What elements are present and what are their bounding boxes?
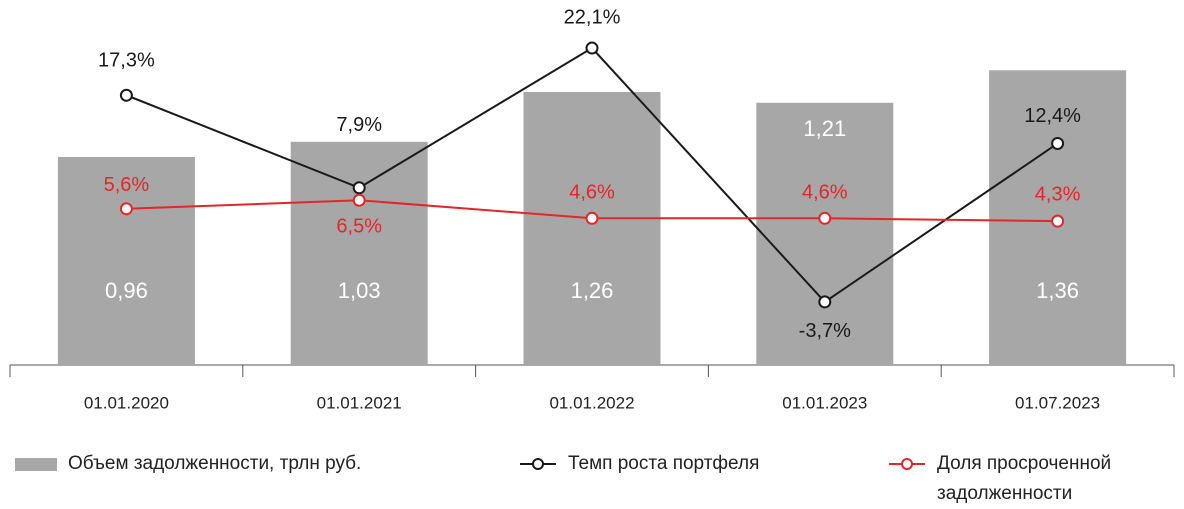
x-tick-label: 01.01.2020 — [84, 393, 169, 412]
bar-label: 1,03 — [338, 278, 381, 303]
point — [352, 193, 366, 207]
x-tick-label: 01.01.2021 — [317, 393, 402, 412]
point — [119, 88, 133, 102]
point — [818, 211, 832, 225]
data-label: 4,6% — [802, 182, 848, 204]
chart: 01.01.2020 01.01.2021 01.01.2022 01.01.2023… — [9, 6, 1175, 412]
x-tick-label: 01.01.2022 — [549, 393, 634, 412]
data-label: -3,7% — [799, 320, 851, 342]
bar — [57, 156, 195, 365]
point — [352, 181, 366, 195]
data-label: 4,3% — [1035, 183, 1081, 205]
legend-marker — [15, 458, 57, 471]
data-label: 22,1% — [564, 6, 621, 28]
legend-marker — [889, 458, 925, 470]
bar — [290, 141, 428, 365]
point — [585, 211, 599, 225]
x-tick-label: 01.07.2023 — [1015, 393, 1100, 412]
bar — [756, 102, 894, 365]
data-label: 6,5% — [336, 216, 382, 238]
bar-label: 1,21 — [803, 116, 846, 141]
point — [818, 295, 832, 309]
point — [119, 202, 133, 216]
legend-label: Темп роста портфеля — [568, 453, 760, 474]
data-label: 12,4% — [1024, 105, 1081, 127]
legend-marker — [520, 458, 556, 470]
bar-label: 1,36 — [1036, 278, 1079, 303]
point — [1051, 214, 1065, 228]
legend-point — [532, 458, 544, 470]
legend-swatch — [15, 458, 57, 471]
legend-label: Доля просроченной задолженности — [937, 453, 1112, 504]
bar — [523, 91, 661, 365]
data-label: 4,6% — [569, 182, 615, 204]
legend-label: Объем задолженности, трлн руб. — [68, 453, 362, 474]
bar-label: 1,26 — [571, 278, 614, 303]
legend-point — [901, 458, 913, 470]
data-label: 17,3% — [98, 50, 155, 72]
point — [1051, 136, 1065, 150]
data-label: 7,9% — [336, 114, 382, 136]
bar-label: 0,96 — [105, 278, 148, 303]
x-tick-label: 01.01.2023 — [782, 393, 867, 412]
point — [585, 41, 599, 55]
data-label: 5,6% — [104, 174, 150, 196]
